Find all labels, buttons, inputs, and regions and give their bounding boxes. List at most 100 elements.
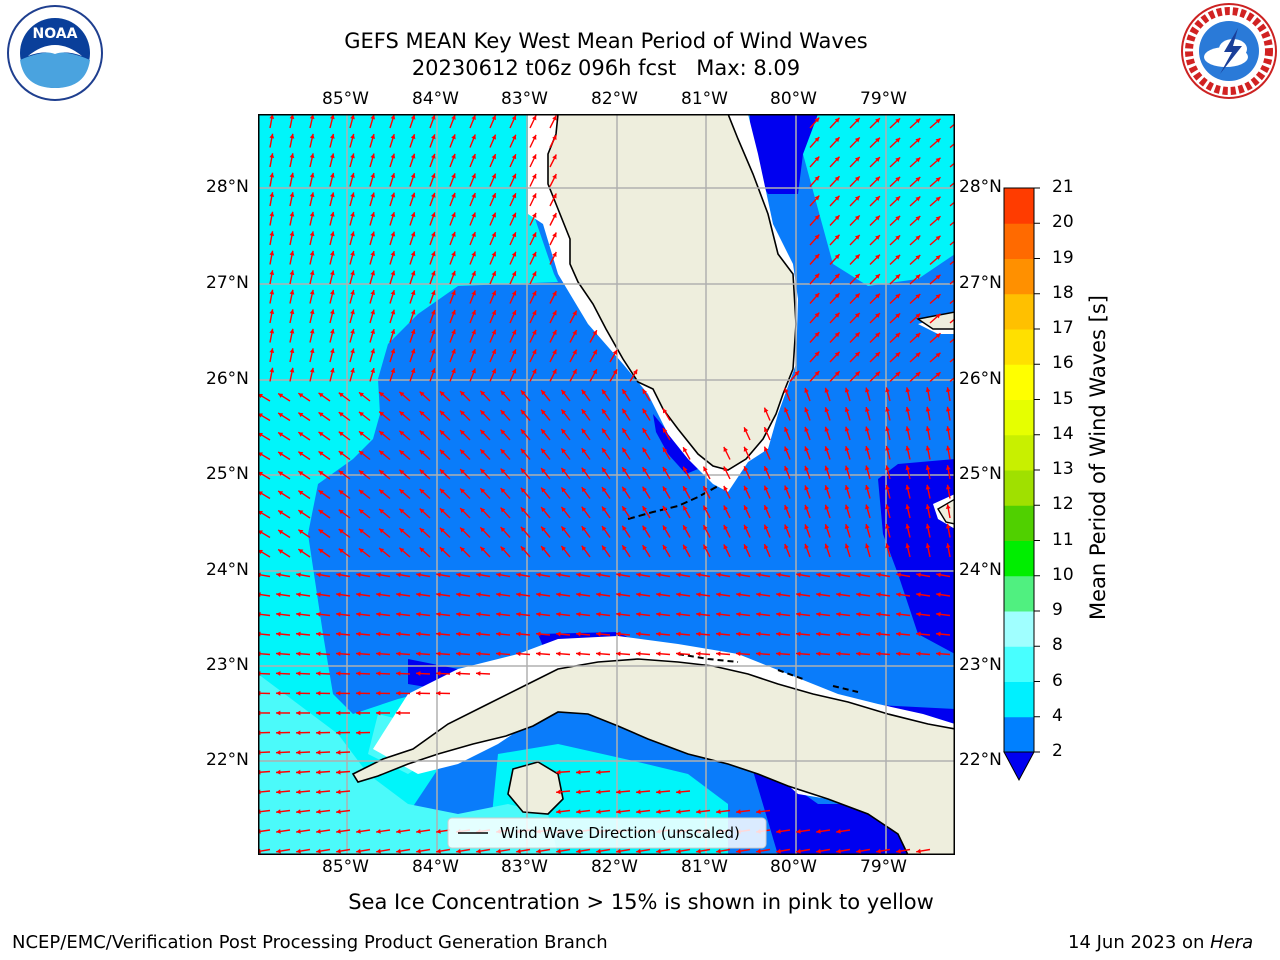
wind-arrow-head [269,289,275,295]
wind-arrow-head [876,592,881,597]
wind-arrow-head [844,426,850,432]
wind-arrow-head [376,829,381,834]
wind-arrow-head [316,809,321,815]
wind-arrow-head [436,611,441,617]
wind-arrow-head [916,848,921,854]
wind-arrow-head [936,592,941,597]
wind-arrow-head [696,611,701,617]
wind-arrow-head [471,368,476,374]
wind-arrow-head [516,631,521,637]
lat-label-left-27n: 27°N [206,273,249,293]
wind-arrow-head [816,611,821,617]
wind-arrow-head [318,392,324,398]
wind-arrow-head [511,193,517,199]
wind-arrow-head [784,524,789,530]
wind-arrow-head [491,173,497,179]
wind-arrow-head [269,348,275,353]
wind-arrow-head [491,329,497,335]
lat-label-right-24n: 24°N [959,560,1002,580]
wind-arrow-head [460,527,465,533]
wind-arrow-head [552,368,557,374]
wind-arrow-head [480,468,486,474]
wind-arrow-head [556,611,561,617]
wind-arrow-head [683,505,688,511]
wind-arrow-shaft [949,298,955,305]
wind-arrow-head [419,450,425,455]
wind-arrow-head [296,592,301,597]
wind-arrow-head [436,651,441,657]
wind-arrow-head [370,192,376,198]
wind-arrow-head [662,525,668,531]
wind-arrow-head [561,487,567,493]
wind-arrow-head [376,671,381,676]
wind-arrow-head [431,134,436,140]
wind-arrow-head [596,631,601,637]
wind-arrow-head [309,114,315,120]
wind-arrow-head [296,848,301,854]
wind-arrow-head [856,592,861,597]
wind-arrow-head [561,448,567,454]
wind-arrow-head [460,449,465,455]
wind-arrow-head [276,750,281,755]
wind-arrow-head [439,547,445,553]
wind-arrow-head [756,809,761,815]
wind-arrow-head [500,527,506,532]
wind-arrow-head [796,631,801,637]
wind-arrow-head [356,710,361,716]
wind-arrow-head [896,651,901,657]
wind-arrow-head [576,592,581,597]
wind-arrow-head [330,211,335,217]
florida-keys [627,485,719,520]
generation-date: 14 Jun 2023 on Hera [1068,932,1253,953]
wind-arrow-head [511,251,517,257]
wind-arrow-head [935,313,941,319]
noaa-logo: NOAA [7,5,103,101]
wind-arrow-head [471,232,476,238]
wind-arrow-head [865,387,870,393]
wind-arrow-head [396,592,401,597]
wind-arrow-head [431,173,436,179]
wind-arrow-head [836,848,841,854]
wind-arrow-head [683,447,688,453]
wind-arrow-head [716,809,721,815]
wind-arrow-head [431,212,436,218]
wind-arrow-head [471,134,476,140]
wind-arrow-head [350,367,355,373]
wind-arrow-head [316,611,321,617]
wind-arrow-head [723,544,728,550]
colorbar-segment [1004,681,1034,718]
wind-arrow-head [289,270,295,276]
colorbar-extend-triangle [1003,751,1035,782]
land-florida [547,114,797,471]
wind-arrow-head [552,193,557,199]
wind-arrow-head [816,572,821,578]
wind-arrow-head [723,466,728,472]
wind-arrow-head [451,173,456,179]
wind-arrow-head [451,368,456,374]
wind-arrow-head [511,349,517,355]
wind-arrow-head [905,406,911,412]
wind-arrow-head [309,250,315,256]
wind-arrow-head [390,329,396,335]
wind-arrow-head [370,329,376,334]
wind-arrow-head [531,271,537,277]
wind-arrow-head [476,671,481,676]
wind-arrow-head [696,572,701,578]
wind-arrow-head [336,690,341,696]
colorbar-segment [1004,223,1034,259]
wind-arrow-head [390,173,396,179]
land-grand-bahama [916,311,955,330]
wind-arrow-head [844,504,850,510]
lat-label-left-22n: 22°N [206,750,249,770]
wind-arrow-head [416,671,421,676]
wind-arrow-head [276,789,281,795]
wind-arrow-head [419,391,425,397]
wind-arrow-head [756,848,761,854]
lat-label-right-25n: 25°N [959,464,1002,484]
wind-arrow-head [480,390,486,396]
wind-arrow-head [269,133,275,139]
wind-arrow-head [743,466,749,472]
wind-arrow-head [602,545,607,551]
lon-label-bottom-82w: 82°W [591,857,638,877]
colorbar-segment [1004,364,1034,400]
